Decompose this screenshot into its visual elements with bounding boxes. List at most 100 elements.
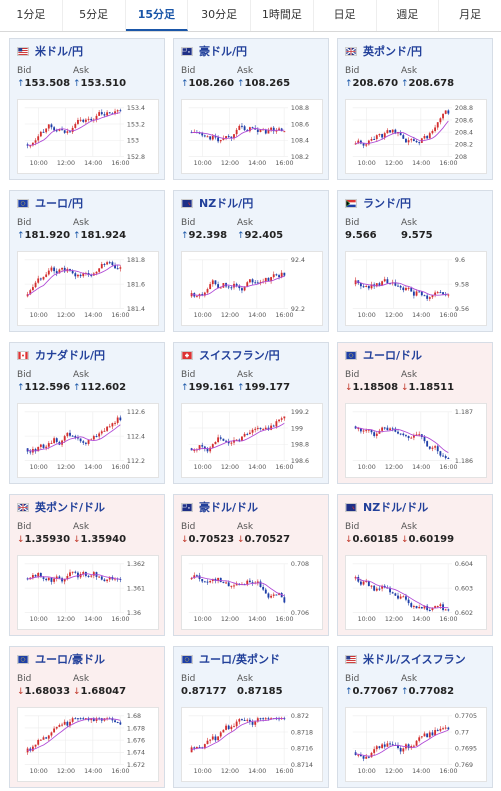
candle xyxy=(227,286,230,288)
candle xyxy=(418,142,421,144)
candle xyxy=(248,127,251,132)
x-tick: 12:00 xyxy=(385,312,403,319)
currency-card[interactable]: NZドル/ドル Bid Ask ↓0.60185 ↓0.60199 0.604 0… xyxy=(337,494,493,636)
candle xyxy=(367,756,370,758)
candle xyxy=(230,136,233,139)
pair-name[interactable]: ユーロ/円 xyxy=(35,197,84,210)
candlestick-chart[interactable]: 108.8 108.6 108.4 108.2 10:00 12:00 14:00 16:00 xyxy=(181,99,323,174)
pair-name[interactable]: 豪ドル/ドル xyxy=(199,501,259,514)
candle xyxy=(447,458,450,459)
candle xyxy=(426,733,429,738)
candle xyxy=(217,736,220,741)
candle xyxy=(111,262,114,266)
tab-1[interactable]: 5分足 xyxy=(63,0,126,31)
currency-card[interactable]: 豪ドル/ドル Bid Ask ↓0.70523 ↓0.70527 0.708 0.… xyxy=(173,494,329,636)
bid-value: ↓0.70523 xyxy=(181,534,234,545)
pair-name[interactable]: NZドル/ドル xyxy=(363,501,429,514)
pair-name[interactable]: ユーロ/豪ドル xyxy=(35,653,106,666)
candle xyxy=(230,726,233,730)
candle xyxy=(426,441,429,447)
tab-0[interactable]: 1分足 xyxy=(0,0,63,31)
bid-label: Bid xyxy=(345,66,360,76)
candle xyxy=(92,436,95,440)
currency-card[interactable]: 米ドル/円 Bid Ask ↑153.508 ↑153.510 153.4 153… xyxy=(9,38,165,180)
candle xyxy=(402,596,405,598)
x-tick: 12:00 xyxy=(221,312,239,319)
candle xyxy=(362,286,365,288)
candlestick-chart[interactable]: 0.708 0.706 10:00 12:00 14:00 16:00 xyxy=(181,555,323,630)
pair-name[interactable]: スイスフラン/円 xyxy=(199,349,280,362)
tab-7[interactable]: 月足 xyxy=(459,8,482,21)
candle xyxy=(405,596,407,600)
currency-card[interactable]: NZドル/円 Bid Ask ↑92.398 ↑92.405 92.4 92.2 1… xyxy=(173,190,329,332)
candle xyxy=(116,110,119,112)
candle xyxy=(405,138,407,143)
currency-card[interactable]: ユーロ/英ポンド Bid Ask 0.87177 0.87185 0.872 0.… xyxy=(173,646,329,788)
tab-2[interactable]: 15分足 xyxy=(125,0,189,31)
candle xyxy=(423,136,426,139)
candle xyxy=(391,744,394,746)
currency-card[interactable]: ユーロ/豪ドル Bid Ask ↓1.68033 ↓1.68047 1.68 1.… xyxy=(9,646,165,788)
candle xyxy=(209,580,212,583)
candle xyxy=(357,140,360,144)
candlestick-chart[interactable]: 181.8 181.6 181.4 10:00 12:00 14:00 16:00 xyxy=(17,251,159,326)
candle xyxy=(74,436,77,438)
pair-name[interactable]: 米ドル/円 xyxy=(35,45,84,58)
pair-name[interactable]: カナダドル/円 xyxy=(35,349,106,362)
candlestick-chart[interactable]: 1.68 1.678 1.676 1.674 1.672 10:00 12:00 14:00 1… xyxy=(17,707,159,782)
candle xyxy=(434,730,437,736)
candlestick-chart[interactable]: 0.872 0.8718 0.8716 0.8714 10:00 12:00 14:00 16… xyxy=(181,707,323,782)
bid-label: Bid xyxy=(17,66,32,76)
currency-card[interactable]: ユーロ/円 Bid Ask ↑181.920 ↑181.924 181.8 181… xyxy=(9,190,165,332)
currency-card[interactable]: カナダドル/円 Bid Ask ↑112.596 ↑112.602 112.6 1… xyxy=(9,342,165,484)
candle xyxy=(74,273,77,277)
candlestick-chart[interactable]: 0.7705 0.77 0.7695 0.769 10:00 12:00 14:00 16:0… xyxy=(345,707,487,782)
candle xyxy=(108,262,111,264)
pair-name[interactable]: 豪ドル/円 xyxy=(199,45,248,58)
tab-5[interactable]: 日足 xyxy=(314,0,377,31)
tab-3[interactable]: 30分足 xyxy=(188,0,251,31)
ask-price: 9.575 xyxy=(401,230,433,241)
pair-name[interactable]: ユーロ/ドル xyxy=(363,349,423,362)
ask-price: 112.602 xyxy=(80,382,127,393)
candle xyxy=(262,587,265,590)
candlestick-chart[interactable]: 199.2 199 198.8 198.6 10:00 12:00 14:00 16:00 xyxy=(181,403,323,478)
pair-name[interactable]: 英ポンド/ドル xyxy=(35,501,106,514)
candle xyxy=(423,733,426,737)
tab-6[interactable]: 週足 xyxy=(377,0,440,31)
currency-card[interactable]: 米ドル/スイスフラン Bid Ask ↑0.77067 ↑0.77082 0.7… xyxy=(337,646,493,788)
pair-name[interactable]: ランド/円 xyxy=(363,197,412,210)
candle xyxy=(230,442,233,444)
candle xyxy=(84,119,87,122)
candle xyxy=(238,285,241,289)
candle xyxy=(190,132,193,134)
currency-card[interactable]: スイスフラン/円 Bid Ask ↑199.161 ↑199.177 199.2… xyxy=(173,342,329,484)
ma-line xyxy=(27,112,121,146)
candlestick-chart[interactable]: 1.362 1.361 1.36 10:00 12:00 14:00 16:00 xyxy=(17,555,159,630)
pair-name[interactable]: NZドル/円 xyxy=(199,197,254,210)
candle xyxy=(442,292,444,295)
candle xyxy=(53,578,56,582)
currency-card[interactable]: ユーロ/ドル Bid Ask ↓1.18508 ↓1.18511 1.187 1.… xyxy=(337,342,493,484)
candlestick-chart[interactable]: 0.604 0.603 0.602 10:00 12:00 14:00 16:00 xyxy=(345,555,487,630)
candlestick-chart[interactable]: 112.6 112.4 112.2 10:00 12:00 14:00 16:00 xyxy=(17,403,159,478)
tab-4[interactable]: 1時間足 xyxy=(251,0,314,31)
candlestick-chart[interactable]: 9.6 9.58 9.56 10:00 12:00 14:00 16:00 xyxy=(345,251,487,326)
candle xyxy=(420,606,423,609)
candlestick-chart[interactable]: 92.4 92.2 10:00 12:00 14:00 16:00 xyxy=(181,251,323,326)
candle xyxy=(383,744,386,747)
pair-name[interactable]: ユーロ/英ポンド xyxy=(199,653,281,666)
candlestick-chart[interactable]: 153.4 153.2 153 152.8 10:00 12:00 14:00 16:00 xyxy=(17,99,159,174)
candle xyxy=(246,282,249,287)
pair-name[interactable]: 英ポンド/円 xyxy=(363,45,423,58)
currency-card[interactable]: 豪ドル/円 Bid Ask ↑108.260 ↑108.265 108.8 108… xyxy=(173,38,329,180)
currency-card[interactable]: 英ポンド/円 Bid Ask ↑208.670 ↑208.678 208.8 20… xyxy=(337,38,493,180)
currency-card[interactable]: 英ポンド/ドル Bid Ask ↓1.35930 ↓1.35940 1.362 1… xyxy=(9,494,165,636)
pair-name[interactable]: 米ドル/スイスフラン xyxy=(363,653,466,666)
candlestick-chart[interactable]: 208.8 208.6 208.4 208.2 208 10:00 12:00 14:00 16… xyxy=(345,99,487,174)
x-tick: 16:00 xyxy=(439,616,457,623)
y-tick: 0.602 xyxy=(455,610,473,617)
y-tick: 208.2 xyxy=(455,142,473,149)
currency-card[interactable]: ランド/円 Bid Ask 9.566 9.575 9.6 9.58 9.56 10:… xyxy=(337,190,493,332)
candlestick-chart[interactable]: 1.187 1.186 10:00 12:00 14:00 16:00 xyxy=(345,403,487,478)
